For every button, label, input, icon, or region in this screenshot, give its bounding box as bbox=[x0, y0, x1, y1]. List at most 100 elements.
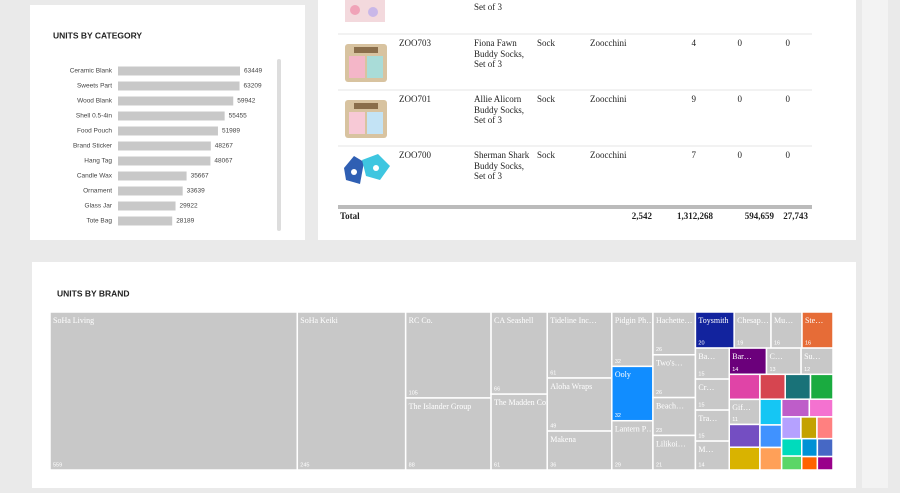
table-cell: Zoocchini bbox=[590, 150, 627, 160]
bar bbox=[118, 186, 183, 196]
treemap-tile bbox=[546, 311, 613, 379]
row-lines bbox=[338, 33, 812, 147]
table-cell: Zoocchini bbox=[590, 94, 627, 104]
tile-value: 16 bbox=[805, 341, 811, 347]
table-cell: Sock bbox=[537, 38, 555, 48]
y-tick-label: Hang Tag bbox=[84, 158, 112, 165]
treemap-tile bbox=[694, 409, 730, 442]
table-cell: 0 bbox=[785, 38, 791, 48]
data-label: 33639 bbox=[187, 188, 205, 195]
tile-value: 23 bbox=[656, 428, 662, 434]
tile-label: Ste… bbox=[805, 316, 823, 325]
tile-label: Gif… bbox=[732, 403, 751, 412]
bar bbox=[118, 141, 211, 151]
tile-value: 14 bbox=[698, 462, 704, 468]
tile-label: Pidgin Ph… bbox=[615, 316, 654, 325]
treemap-tile bbox=[694, 347, 730, 380]
product-image bbox=[345, 100, 387, 138]
tile-label: M… bbox=[698, 445, 713, 454]
tile-value: 12 bbox=[804, 367, 810, 373]
tile-value: 19 bbox=[737, 341, 743, 347]
tile-label: Tideline Inc… bbox=[550, 316, 597, 325]
chart-title: UNITS BY BRAND bbox=[57, 288, 130, 298]
tile-label: The Islander Group bbox=[409, 402, 472, 411]
treemap-tile bbox=[296, 311, 407, 471]
table-cell: Fiona Fawn Buddy Socks, Set of 3 bbox=[474, 38, 525, 69]
treemap-tile bbox=[546, 430, 613, 471]
tile-label: C… bbox=[769, 352, 782, 361]
y-tick-label: Brand Sticker bbox=[73, 143, 113, 150]
scrollbar[interactable] bbox=[277, 59, 281, 231]
y-tick-label: Sweets Part bbox=[77, 83, 112, 90]
data-label: 51989 bbox=[222, 128, 240, 135]
treemap-tile bbox=[784, 373, 812, 400]
tile-value: 88 bbox=[409, 462, 415, 468]
tile-label: Lilikoi… bbox=[656, 439, 686, 448]
tile-label: Hachette… bbox=[656, 316, 692, 325]
tile-value: 29 bbox=[615, 462, 621, 468]
treemap-tile bbox=[759, 424, 783, 449]
treemap-tile bbox=[733, 311, 772, 349]
table-cell: Total bbox=[340, 211, 360, 221]
data-label: 55455 bbox=[229, 113, 247, 120]
treemap-tile bbox=[490, 311, 548, 395]
table-cell: Sock bbox=[537, 94, 555, 104]
tile-label: Bar… bbox=[732, 352, 752, 361]
tile-label: Toysmith bbox=[698, 316, 728, 325]
tile-value: 16 bbox=[774, 341, 780, 347]
tile-value: 15 bbox=[698, 372, 704, 378]
tile-value: 15 bbox=[698, 403, 704, 409]
data-label: 28189 bbox=[176, 218, 194, 225]
table-cell: 4 bbox=[691, 38, 697, 48]
bar bbox=[118, 81, 240, 91]
treemap-tile bbox=[816, 437, 834, 458]
bar bbox=[118, 96, 234, 106]
bar bbox=[118, 156, 211, 166]
treemap-tile bbox=[404, 311, 492, 399]
tile-value: 49 bbox=[550, 423, 556, 429]
table-cell: Set of 3 bbox=[474, 2, 502, 12]
treemap-tile bbox=[780, 398, 811, 418]
treemap-tile bbox=[728, 423, 761, 448]
tile-value: 61 bbox=[494, 462, 500, 468]
table-cell: ZOO700 bbox=[399, 150, 431, 160]
treemap-tile bbox=[546, 377, 613, 432]
bar bbox=[118, 216, 173, 226]
data-label: 35667 bbox=[191, 173, 209, 180]
treemap-tile bbox=[800, 416, 818, 440]
product-image bbox=[344, 154, 390, 184]
tile-label: Tra… bbox=[698, 414, 717, 423]
treemap-tile bbox=[800, 455, 819, 471]
tile-value: 26 bbox=[656, 390, 662, 396]
table-cell: 2,542 bbox=[631, 211, 652, 221]
table-cell: 1,312,268 bbox=[677, 211, 713, 221]
treemap-tile bbox=[49, 311, 299, 471]
table-cell: 9 bbox=[691, 94, 697, 104]
tile-label: Ba… bbox=[698, 352, 715, 361]
brand-panel: UNITS BY BRAND SoHa Living 559 SoHa Keiki 2… bbox=[32, 262, 856, 488]
tile-value: 32 bbox=[615, 359, 621, 365]
tile-value: 36 bbox=[550, 462, 556, 468]
tile-label: Mu… bbox=[774, 316, 793, 325]
treemap-tile bbox=[808, 398, 834, 418]
product-image bbox=[345, 44, 387, 82]
treemap-tile bbox=[728, 398, 761, 426]
treemap-tile bbox=[800, 347, 834, 376]
table-cell: 7 bbox=[691, 150, 697, 160]
treemap-tile bbox=[728, 373, 761, 401]
scroll-track[interactable] bbox=[862, 0, 888, 488]
table-cell: 27,743 bbox=[783, 211, 808, 221]
tile-value: 11 bbox=[732, 417, 738, 423]
treemap-tile bbox=[800, 437, 819, 458]
table-cell: 0 bbox=[785, 150, 791, 160]
tile-label: Beach… bbox=[656, 401, 684, 410]
tile-label: Chesap… bbox=[737, 316, 769, 325]
y-tick-label: Shell 0.5-4in bbox=[76, 113, 113, 120]
table-cell: 0 bbox=[737, 38, 743, 48]
treemap-tile bbox=[759, 373, 786, 400]
treemap-tile bbox=[611, 419, 654, 471]
tile-label: SoHa Keiki bbox=[300, 316, 338, 325]
tile-label: The Madden Corp bbox=[494, 398, 553, 407]
table-cell: Allie Alicorn Buddy Socks, Set of 3 bbox=[474, 94, 525, 125]
